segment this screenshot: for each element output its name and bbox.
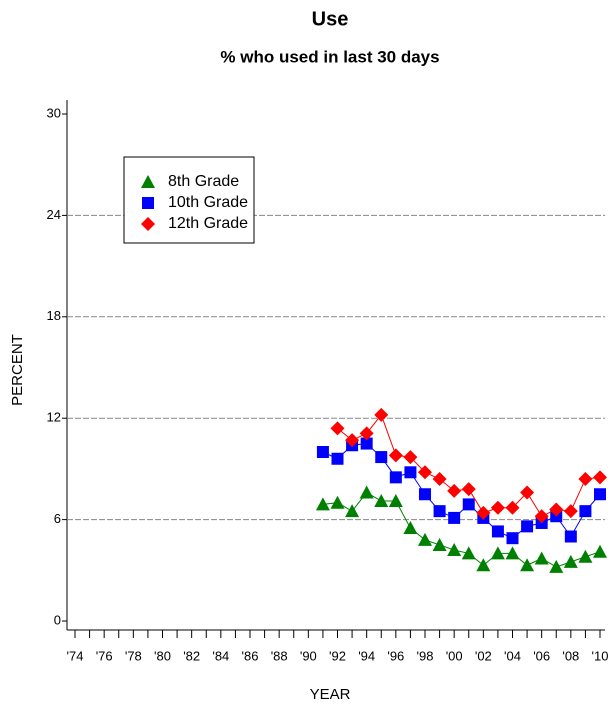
marker <box>141 217 155 231</box>
y-axis-label: PERCENT <box>9 334 26 406</box>
marker <box>433 505 446 518</box>
marker <box>418 465 432 480</box>
x-tick-label: '10 <box>592 648 609 663</box>
marker <box>520 485 535 500</box>
x-tick-label: '90 <box>300 648 317 663</box>
x-tick-label: '88 <box>271 648 288 663</box>
marker <box>331 452 344 465</box>
x-tick-label: '74 <box>67 648 84 663</box>
y-tick-label: 24 <box>47 207 61 222</box>
marker <box>141 175 155 188</box>
marker <box>490 500 505 515</box>
marker <box>549 502 564 517</box>
marker <box>403 450 418 465</box>
marker <box>534 509 549 524</box>
x-tick-label: '94 <box>358 648 375 663</box>
x-tick-label: '80 <box>154 648 171 663</box>
marker <box>388 494 403 508</box>
marker <box>330 421 345 436</box>
marker <box>375 451 388 464</box>
marker <box>389 471 402 484</box>
marker <box>359 426 374 441</box>
marker <box>520 558 535 572</box>
marker <box>476 505 491 520</box>
x-tick-label: '00 <box>446 648 463 663</box>
marker <box>359 485 374 499</box>
marker <box>388 448 403 463</box>
x-tick-label: '86 <box>242 648 259 663</box>
marker <box>360 437 373 450</box>
marker <box>374 407 389 422</box>
marker <box>505 500 520 515</box>
marker <box>419 488 431 501</box>
marker <box>448 511 461 524</box>
marker <box>476 558 491 572</box>
marker <box>315 497 330 511</box>
marker <box>594 488 606 501</box>
marker <box>521 520 534 533</box>
marker <box>142 197 154 209</box>
marker <box>593 470 607 485</box>
marker <box>563 504 578 519</box>
chart-subtitle: % who used in last 30 days <box>220 47 439 66</box>
marker <box>374 494 389 508</box>
x-tick-label: '02 <box>475 648 492 663</box>
series-line <box>322 491 601 568</box>
x-tick-label: '82 <box>183 648 200 663</box>
marker <box>404 466 417 479</box>
marker <box>345 504 360 518</box>
marker <box>316 446 329 458</box>
x-axis-label: YEAR <box>310 686 351 703</box>
x-tick-label: '92 <box>329 648 346 663</box>
x-tick-label: '08 <box>562 648 579 663</box>
marker <box>461 546 476 560</box>
marker <box>490 546 505 560</box>
marker <box>447 483 462 498</box>
x-tick-label: '78 <box>125 648 142 663</box>
y-tick-label: 18 <box>47 308 61 323</box>
x-tick-label: '04 <box>504 648 521 663</box>
marker <box>491 525 504 538</box>
marker <box>432 472 447 487</box>
marker <box>563 554 578 568</box>
legend-label: 8th Grade <box>168 173 239 190</box>
y-tick-label: 12 <box>47 410 61 425</box>
marker <box>461 482 476 497</box>
marker <box>578 472 593 487</box>
chart-title: Use <box>312 8 349 30</box>
marker <box>564 530 577 543</box>
marker <box>593 544 607 558</box>
y-tick-label: 0 <box>54 612 61 627</box>
marker <box>418 532 432 546</box>
marker <box>345 433 360 448</box>
y-tick-label: 30 <box>47 105 61 120</box>
marker <box>432 537 447 551</box>
x-tick-label: '96 <box>387 648 404 663</box>
marker <box>506 532 519 545</box>
x-tick-label: '76 <box>96 648 113 663</box>
marker <box>330 495 345 509</box>
y-tick-label: 6 <box>54 511 61 526</box>
marker <box>579 505 592 518</box>
marker <box>549 559 564 573</box>
x-tick-label: '84 <box>212 648 229 663</box>
marker <box>462 498 475 511</box>
marker <box>505 546 520 560</box>
marker <box>403 521 418 535</box>
legend-label: 10th Grade <box>168 194 248 211</box>
marker <box>578 549 593 563</box>
x-tick-label: '06 <box>533 648 550 663</box>
x-tick-label: '98 <box>417 648 434 663</box>
marker <box>447 543 462 557</box>
marker <box>534 551 549 565</box>
legend-label: 12th Grade <box>168 215 248 232</box>
